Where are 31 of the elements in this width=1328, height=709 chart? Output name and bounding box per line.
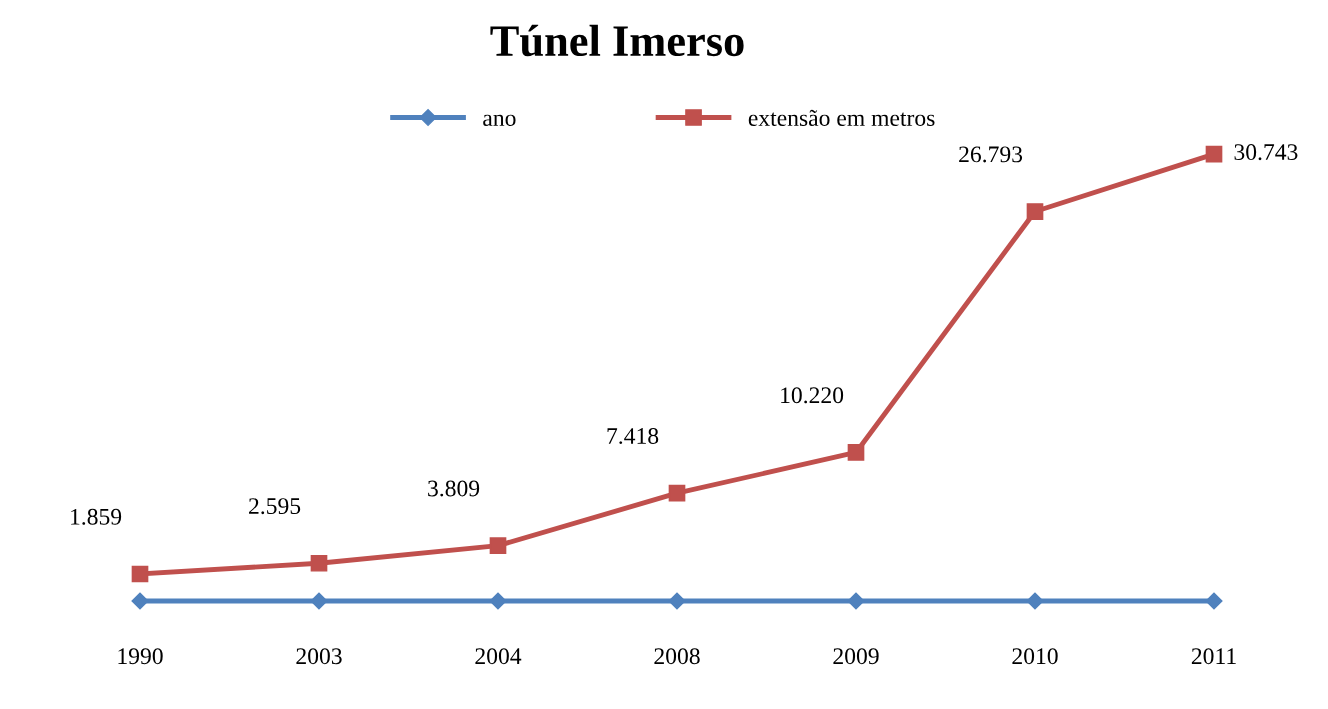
point — [489, 592, 507, 610]
point — [131, 565, 149, 583]
point — [489, 537, 507, 554]
x-tick-label: 1990 — [118, 648, 163, 665]
x-tick-label: 2011 — [1191, 648, 1236, 665]
legend-label: extensão em metros — [748, 109, 935, 127]
point — [310, 554, 328, 572]
data-label: 1.859 — [71, 508, 122, 525]
data-label: 3.809 — [428, 480, 480, 497]
x-tick-label: 2010 — [1012, 648, 1058, 665]
point — [847, 444, 865, 461]
point — [668, 484, 686, 502]
data-label: 10.220 — [781, 387, 844, 404]
point — [847, 592, 865, 610]
point — [668, 592, 686, 610]
data-label: 26.793 — [959, 146, 1023, 163]
data-label: 30.743 — [1234, 144, 1298, 161]
data-label: 7.418 — [607, 428, 659, 445]
point — [131, 592, 149, 610]
point — [310, 592, 328, 610]
point — [1026, 203, 1044, 220]
point — [1026, 592, 1044, 610]
x-tick-label: 2003 — [296, 648, 342, 665]
legend-label: ano — [483, 114, 516, 127]
point — [1205, 145, 1223, 163]
x-tick-label: 2009 — [833, 648, 879, 665]
chart-title: Túnel Imerso — [490, 24, 744, 57]
point — [1205, 592, 1223, 610]
data-label: 2.595 — [249, 498, 301, 515]
x-tick-label: 2004 — [475, 648, 522, 665]
x-tick-label: 2008 — [654, 648, 700, 665]
